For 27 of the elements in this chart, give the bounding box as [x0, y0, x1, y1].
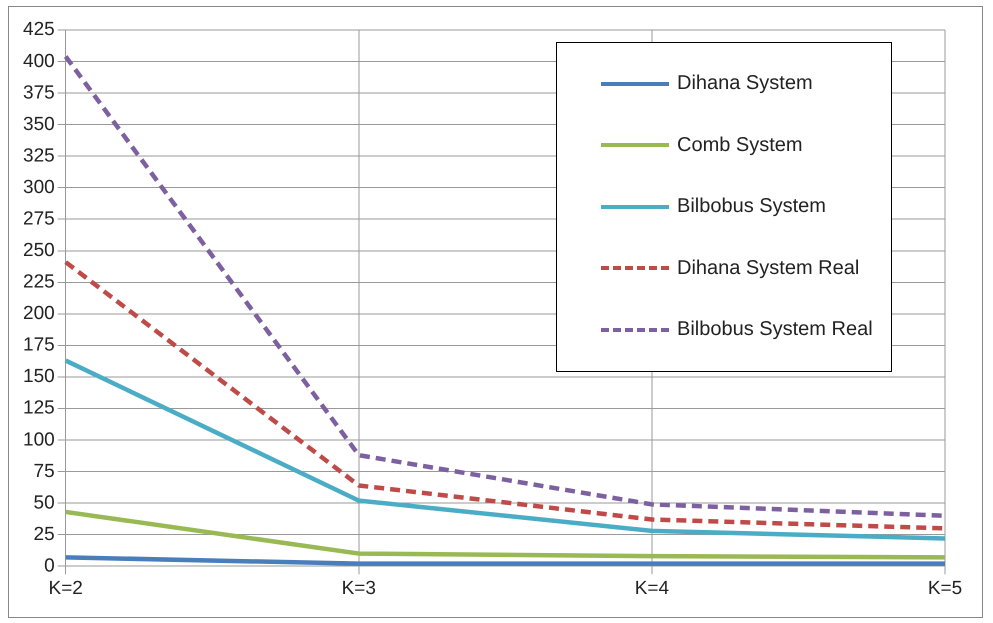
x-tick-label: K=2	[48, 578, 83, 599]
y-tick-label: 325	[23, 145, 55, 166]
y-tick-label: 425	[23, 19, 55, 40]
legend-label: Dihana System	[677, 72, 813, 96]
x-tick-label: K=4	[634, 578, 670, 599]
y-tick-label: 125	[23, 398, 55, 419]
y-tick-label: 0	[44, 555, 55, 576]
y-tick-label: 400	[23, 50, 55, 72]
y-tick-label: 175	[23, 334, 55, 356]
y-tick-label: 350	[23, 114, 55, 135]
x-tick-label: K=5	[928, 578, 962, 599]
legend-label: Dihana System Real	[677, 256, 860, 280]
y-tick-label: 50	[34, 492, 55, 514]
y-tick-label: 100	[23, 429, 55, 450]
y-tick-label: 275	[23, 208, 55, 230]
y-tick-label: 150	[23, 366, 55, 388]
x-tick-label: K=3	[342, 578, 376, 599]
y-tick-label: 225	[23, 272, 55, 293]
legend-label: Bilbobus System Real	[677, 318, 873, 342]
y-tick-label: 75	[34, 460, 55, 482]
y-tick-label: 250	[23, 240, 55, 262]
legend-label: Comb System	[677, 134, 803, 157]
y-tick-label: 25	[34, 524, 55, 545]
y-tick-label: 300	[23, 176, 55, 198]
y-tick-label: 200	[23, 303, 55, 324]
legend-label: Bilbobus System	[677, 195, 826, 218]
y-tick-label: 375	[23, 82, 55, 104]
